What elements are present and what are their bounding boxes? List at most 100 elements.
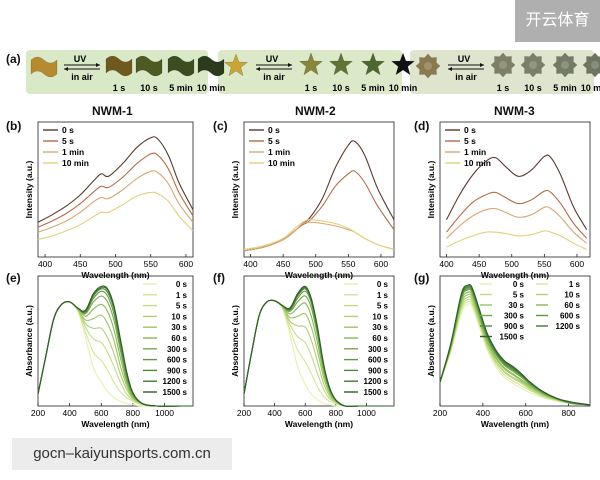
panel-c-label: (c) [213, 119, 228, 133]
panel-e-label: (e) [6, 271, 21, 285]
series-line [243, 290, 394, 407]
time-label: 1 s [497, 83, 510, 93]
axes-frame [37, 275, 194, 407]
legend-label: 900 s [167, 366, 188, 375]
series-line [37, 301, 193, 407]
legend-label: 1200 s [556, 322, 581, 331]
axes-frame [439, 275, 591, 407]
legend-label: 600 s [560, 312, 581, 321]
series-line [37, 290, 193, 407]
series-line [243, 286, 394, 407]
y-axis-label: Intensity (a.u.) [230, 161, 240, 219]
legend-label: 0 s [268, 125, 280, 135]
series-line [439, 285, 591, 406]
x-tick-label: 450 [472, 259, 486, 269]
x-tick-label: 450 [73, 259, 87, 269]
legend-label: 5 s [176, 302, 188, 311]
x-tick-label: 600 [519, 408, 533, 418]
series-line [37, 295, 193, 407]
x-tick-label: 600 [374, 259, 388, 269]
series-line [439, 284, 591, 406]
x-tick-label: 1000 [155, 408, 174, 418]
x-tick-label: 400 [439, 259, 453, 269]
legend-label: 0 s [62, 125, 74, 135]
series-line [37, 136, 194, 223]
legend-label: 1500 s [500, 333, 525, 342]
chart-panel: 200 400 600 800 1000 Wavelength (nm) Absorbanc… [24, 275, 194, 429]
x-axis-label: Wavelength (nm) [81, 270, 149, 280]
series-line [37, 301, 193, 407]
axes-frame [243, 121, 395, 258]
series-line [446, 189, 588, 239]
air-label: in air [263, 72, 285, 82]
x-tick-label: 550 [537, 259, 551, 269]
panel-a-label: (a) [6, 52, 21, 66]
chart-panel: 400 450 500 550 600 Wavelength (nm) Intensity … [230, 121, 395, 280]
legend-label: 900 s [504, 322, 525, 331]
gear-center [591, 61, 599, 69]
y-axis-label: Intensity (a.u.) [24, 161, 34, 219]
uv-label: UV [74, 54, 87, 64]
star-icon [390, 52, 416, 76]
legend-label: 60 s [372, 334, 388, 343]
series-line [439, 303, 591, 406]
x-tick-label: 400 [243, 259, 257, 269]
legend-label: 5 s [62, 136, 74, 146]
uv-label: UV [458, 54, 471, 64]
time-label: 10 s [524, 83, 542, 93]
series-line [243, 221, 395, 252]
x-tick-label: 500 [309, 259, 323, 269]
legend-label: 10 min [268, 158, 295, 168]
x-tick-label: 200 [237, 408, 251, 418]
legend-label: 5 s [513, 291, 525, 300]
watermark-logo: 开云体育 [515, 0, 600, 42]
series-line [243, 288, 394, 407]
series-line [446, 230, 587, 250]
x-tick-label: 800 [561, 408, 575, 418]
axes-frame [243, 275, 395, 407]
series-line [243, 299, 394, 407]
legend-label: 0 s [513, 280, 525, 289]
chart-panel: 400 450 500 550 600 Wavelength (nm) Intensity … [24, 121, 194, 280]
series-line [243, 219, 395, 251]
axes-frame [37, 121, 194, 258]
legend-label: 0 s [176, 280, 188, 289]
time-label: 10 min [581, 83, 600, 93]
series-line [37, 288, 193, 407]
legend-label: 1 min [62, 147, 84, 157]
star-icon [360, 52, 386, 76]
y-axis-label: Absorbance (a.u.) [230, 305, 240, 377]
time-label: 5 min [553, 83, 577, 93]
series-line [439, 286, 591, 406]
x-axis-label: Wavelength (nm) [81, 419, 149, 429]
air-label: in air [71, 72, 93, 82]
x-tick-label: 200 [31, 408, 45, 418]
time-label: 1 s [113, 83, 126, 93]
series-line [37, 300, 193, 407]
gear-icon [415, 53, 441, 79]
x-tick-label: 550 [341, 259, 355, 269]
series-line [37, 301, 193, 407]
panel-g-label: (g) [414, 271, 430, 285]
series-line [37, 301, 193, 407]
y-axis-label: Absorbance (a.u.) [24, 305, 34, 377]
sample-film [167, 55, 195, 77]
watermark-url: gocn–kaiyunsports.com.cn [12, 438, 232, 470]
legend-label: 1 min [464, 147, 486, 157]
series-line [243, 299, 394, 407]
arrow-forward-head [96, 63, 100, 67]
series-line [37, 285, 193, 407]
legend-label: 1500 s [364, 388, 389, 397]
legend-label: 600 s [368, 356, 389, 365]
x-tick-label: 550 [144, 259, 158, 269]
legend-label: 60 s [171, 334, 187, 343]
x-tick-label: 600 [94, 408, 108, 418]
time-label: 10 min [389, 83, 418, 93]
axes-frame [439, 121, 591, 258]
arrow-forward-head [288, 63, 292, 67]
x-tick-label: 800 [126, 408, 140, 418]
legend-label: 1 min [268, 147, 290, 157]
gear-center [561, 61, 569, 69]
gear-icon [520, 52, 546, 78]
legend-label: 1500 s [163, 388, 188, 397]
